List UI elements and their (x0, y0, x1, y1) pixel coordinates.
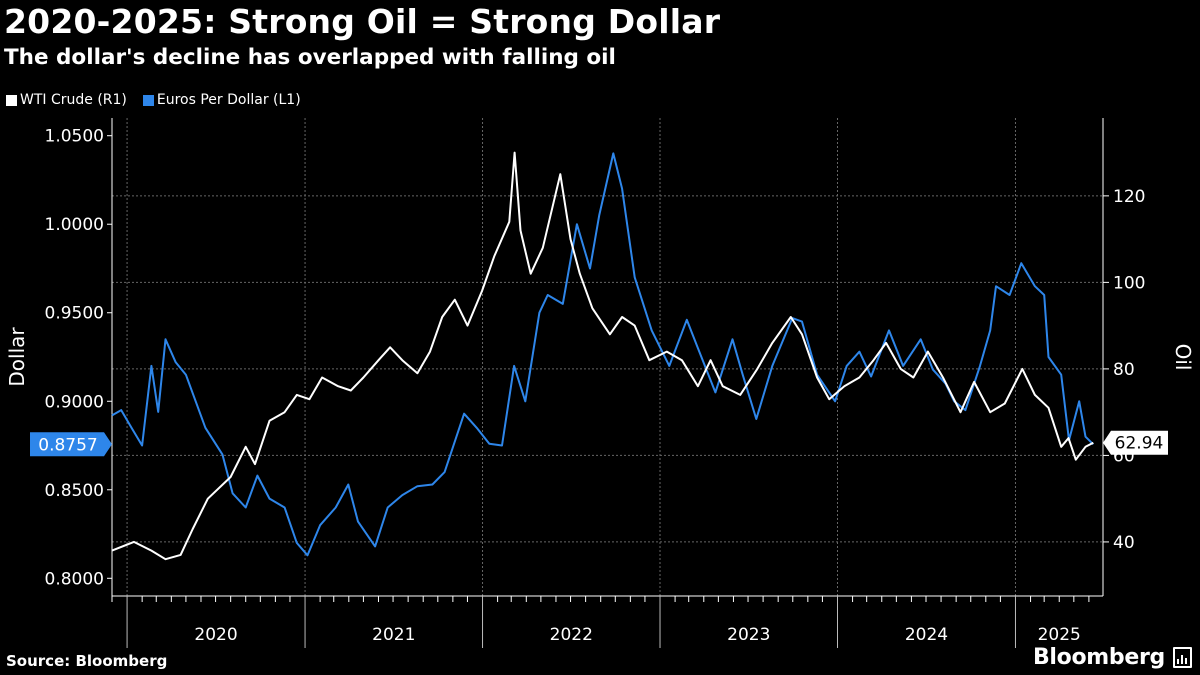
axes (107, 118, 1109, 648)
eur-last-value-tag (30, 432, 112, 457)
x-tick-label: 2025 (1038, 625, 1081, 645)
right-axis-title: Oil (1171, 344, 1195, 371)
right-tick-label: 120 (1113, 187, 1145, 207)
left-tick-label: 0.8000 (45, 569, 104, 589)
oil-last-value-tag (1103, 430, 1168, 455)
series-line-euros-per-dollar (111, 152, 1094, 557)
eur-last-value-label: 0.8757 (38, 435, 97, 455)
left-axis-title: Dollar (5, 327, 29, 387)
legend-label-oil: WTI Crude (R1) (20, 92, 127, 108)
legend-label-eur: Euros Per Dollar (L1) (156, 92, 301, 108)
left-tick-label: 0.9000 (45, 392, 104, 412)
x-tick-label: 2024 (905, 625, 948, 645)
gridlines (112, 118, 1103, 596)
series-lines (111, 151, 1094, 561)
chart-subtitle: The dollar's decline has overlapped with… (4, 45, 616, 70)
brand-logo-text: Bloomberg (1032, 645, 1165, 670)
brand: Bloomberg (1033, 645, 1192, 670)
left-tick-label: 1.0000 (45, 215, 104, 235)
series-line-wti-crude (111, 151, 1094, 561)
source-note: Source: Bloomberg (6, 652, 168, 670)
legend-swatch-oil (6, 94, 17, 106)
chart-logo-icon (1173, 647, 1192, 668)
x-tick-label: 2021 (372, 625, 415, 645)
legend-item-eur: Euros Per Dollar (L1) (142, 92, 301, 108)
legend-swatch-eur (142, 94, 154, 106)
right-tick-label: 80 (1113, 360, 1135, 380)
left-tick-label: 0.9500 (45, 304, 104, 324)
legend-item-oil: WTI Crude (R1) (6, 92, 127, 108)
legend: WTI Crude (R1) Euros Per Dollar (L1) (6, 92, 311, 108)
right-tick-label: 100 (1113, 273, 1145, 293)
chart-title: 2020-2025: Strong Oil = Strong Dollar (4, 2, 721, 41)
left-tick-label: 0.8500 (45, 481, 104, 501)
left-tick-label: 1.0500 (45, 127, 104, 147)
x-tick-label: 2020 (194, 625, 237, 645)
x-tick-label: 2022 (550, 625, 593, 645)
x-tick-label: 2023 (727, 625, 770, 645)
right-tick-label: 40 (1113, 533, 1135, 553)
oil-last-value-label: 62.94 (1115, 434, 1164, 454)
axis-labels: 0.80000.85000.90000.95001.00001.05004060… (5, 127, 1195, 645)
